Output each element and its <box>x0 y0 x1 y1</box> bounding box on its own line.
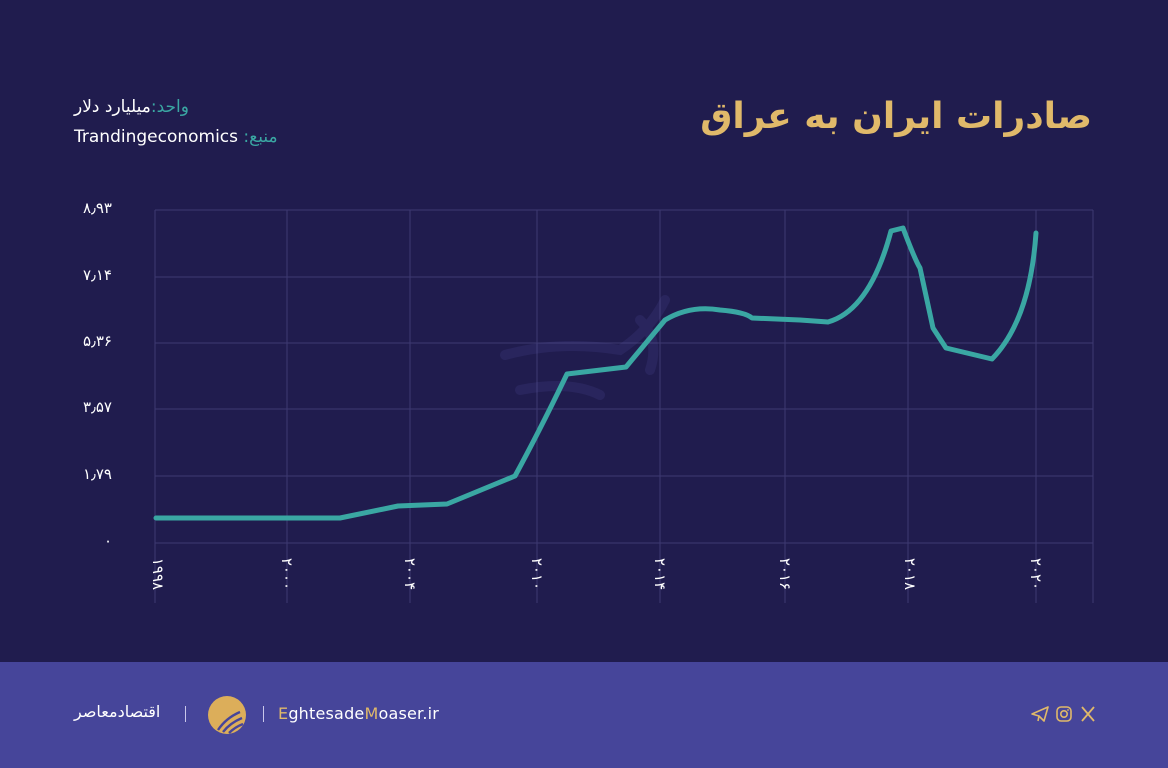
brand-name-fa: اقتصادمعاصر <box>74 702 161 721</box>
divider <box>263 706 264 722</box>
source-label: منبع: <box>243 127 278 147</box>
source-value: Trandingeconomics <box>74 127 239 147</box>
chart-meta: واحد:میلیارد دلار منبع: Trandingeconomic… <box>74 92 278 152</box>
divider <box>185 706 186 722</box>
instagram-icon[interactable] <box>1054 704 1074 724</box>
brand-logo-icon <box>208 696 246 734</box>
x-tick: ۲۰۱۸ <box>901 557 919 591</box>
y-tick: ۸٫۹۳ <box>82 199 112 217</box>
unit-label: واحد: <box>150 97 189 117</box>
source-row: منبع: Trandingeconomics <box>74 122 278 152</box>
telegram-icon[interactable] <box>1030 704 1050 724</box>
x-tick: ۲۰۰۴ <box>401 557 419 591</box>
x-tick: ۲۰۱۴ <box>651 557 669 591</box>
y-tick: ۷٫۱۴ <box>82 266 112 284</box>
social-links <box>1030 704 1098 724</box>
website-link[interactable]: EghtesadeMoaser.ir <box>278 704 440 723</box>
x-tick: ۲۰۰۰ <box>278 557 296 591</box>
x-tick: ۲۰۲۰ <box>1027 557 1045 591</box>
y-tick: ۰ <box>103 532 112 550</box>
y-tick: ۳٫۵۷ <box>82 398 112 416</box>
x-tick: ۲۰۱۰ <box>528 557 546 591</box>
x-tick: ۲۰۱۶ <box>776 557 794 591</box>
line-chart <box>153 209 1094 603</box>
chart-title: صادرات ایران به عراق <box>700 96 1093 137</box>
x-tick: ۱۹۹۸ <box>149 557 167 591</box>
x-icon[interactable] <box>1078 704 1098 724</box>
watermark <box>500 295 670 400</box>
unit-row: واحد:میلیارد دلار <box>74 92 278 122</box>
y-tick: ۵٫۳۶ <box>82 332 112 350</box>
footer: اقتصادمعاصر EghtesadeMoaser.ir <box>0 662 1168 768</box>
y-tick: ۱٫۷۹ <box>82 465 112 483</box>
data-line <box>153 225 1039 521</box>
grid <box>154 209 1094 603</box>
unit-value: میلیارد دلار <box>74 97 151 117</box>
